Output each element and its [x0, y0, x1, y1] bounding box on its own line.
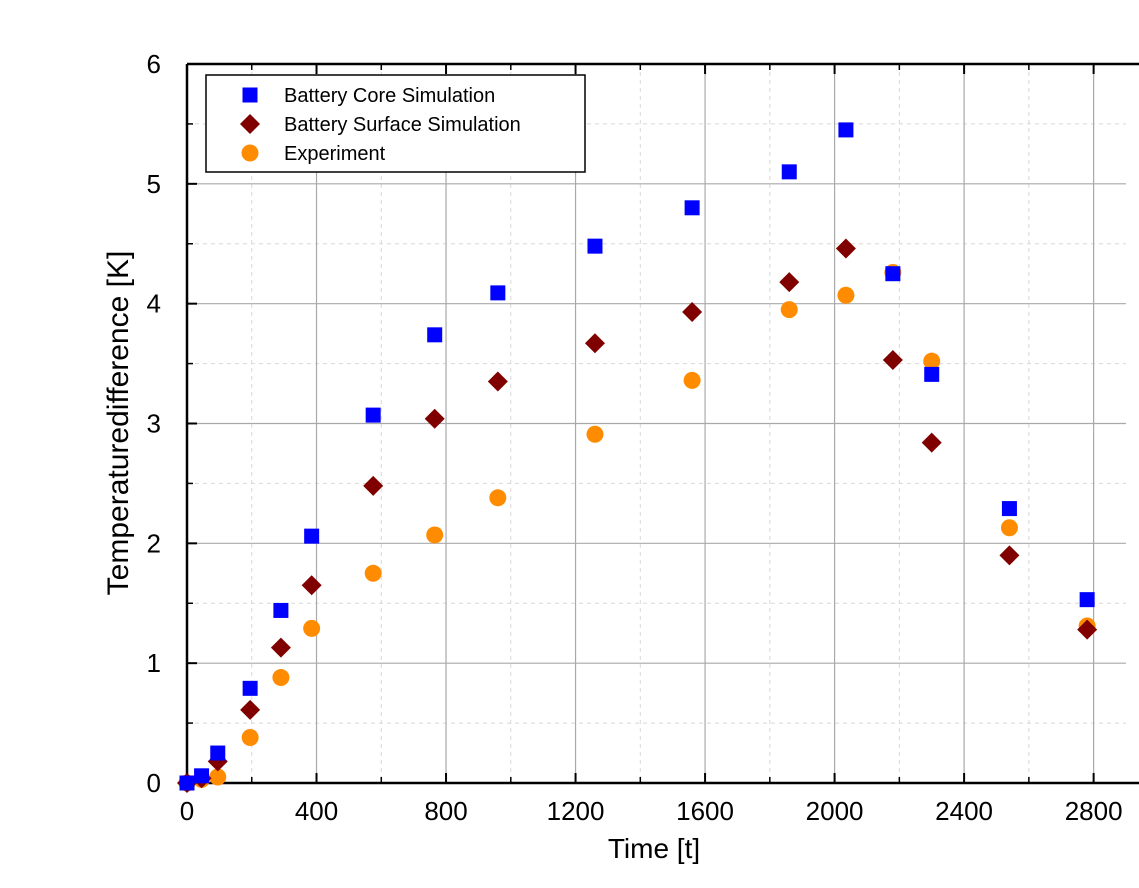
- data-point-circle: [241, 728, 259, 746]
- data-point-square: [194, 768, 210, 784]
- data-point-square: [427, 327, 443, 343]
- x-tick-label: 2800: [1065, 796, 1123, 826]
- y-tick-label: 5: [147, 169, 161, 199]
- data-point-circle: [683, 371, 701, 389]
- x-tick-label: 2400: [935, 796, 993, 826]
- data-point-circle: [923, 352, 941, 370]
- data-point-circle: [209, 768, 227, 786]
- x-tick-label: 0: [180, 796, 194, 826]
- data-point-square: [365, 407, 381, 423]
- data-point-square: [684, 200, 700, 216]
- data-point-square: [1001, 501, 1017, 517]
- x-tick-label: 1600: [676, 796, 734, 826]
- legend: Battery Core Simulation Battery Surface S…: [205, 74, 586, 173]
- legend-label: Experiment: [284, 143, 386, 165]
- data-point-diamond: [301, 575, 322, 596]
- data-markers: [177, 122, 1098, 793]
- x-tick-label: 800: [424, 796, 467, 826]
- data-point-square: [273, 602, 289, 618]
- data-point-square: [179, 775, 195, 791]
- data-point-square: [587, 238, 603, 254]
- data-point-diamond: [270, 637, 291, 658]
- legend-marker-circle: [241, 144, 259, 162]
- y-tick-label: 6: [147, 49, 161, 79]
- data-point-diamond: [487, 371, 508, 392]
- data-point-circle: [780, 301, 798, 319]
- data-point-square: [885, 266, 901, 282]
- data-point-square: [242, 680, 258, 696]
- data-point-circle: [1000, 519, 1018, 537]
- legend-marker-square: [242, 87, 258, 103]
- legend-frame: [205, 74, 586, 173]
- x-tick-label: 400: [295, 796, 338, 826]
- ticks: [186, 63, 1095, 784]
- data-point-square: [781, 164, 797, 180]
- y-tick-label: 4: [147, 289, 161, 319]
- data-point-diamond: [1077, 619, 1098, 640]
- data-point-square: [304, 528, 320, 544]
- data-point-circle: [837, 286, 855, 304]
- data-point-diamond: [835, 238, 856, 259]
- data-point-circle: [364, 564, 382, 582]
- data-point-diamond: [424, 408, 445, 429]
- y-tick-label: 0: [147, 768, 161, 798]
- y-tick-label: 1: [147, 648, 161, 678]
- data-point-diamond: [779, 272, 800, 293]
- data-point-diamond: [240, 699, 261, 720]
- data-point-diamond: [999, 545, 1020, 566]
- data-point-circle: [303, 619, 321, 637]
- data-point-square: [490, 285, 506, 301]
- data-point-diamond: [882, 349, 903, 370]
- x-tick-label: 2000: [806, 796, 864, 826]
- legend-label: Battery Surface Simulation: [284, 114, 521, 136]
- major-grid: [187, 64, 1126, 783]
- data-point-diamond: [584, 333, 605, 354]
- data-point-diamond: [682, 302, 703, 323]
- y-tick-label: 3: [147, 409, 161, 439]
- tick-labels: 0 400 800 1200 1600 2000 2400 2800 0 1 2 3 4 5 6: [147, 49, 1123, 826]
- data-point-diamond: [921, 432, 942, 453]
- x-tick-label: 1200: [547, 796, 605, 826]
- data-point-square: [210, 745, 226, 761]
- y-axis-label: Temperaturedifference [K]: [102, 251, 135, 596]
- data-point-square: [1079, 592, 1095, 608]
- data-point-square: [838, 122, 854, 138]
- data-point-circle: [586, 425, 604, 443]
- data-point-circle: [272, 669, 290, 687]
- legend-marker-diamond: [240, 114, 260, 134]
- data-point-square: [924, 366, 940, 382]
- data-point-diamond: [363, 475, 384, 496]
- legend-label: Battery Core Simulation: [284, 85, 495, 107]
- data-point-circle: [489, 489, 507, 507]
- x-axis-label: Time [t]: [608, 833, 700, 864]
- data-point-circle: [426, 526, 444, 544]
- y-tick-label: 2: [147, 528, 161, 558]
